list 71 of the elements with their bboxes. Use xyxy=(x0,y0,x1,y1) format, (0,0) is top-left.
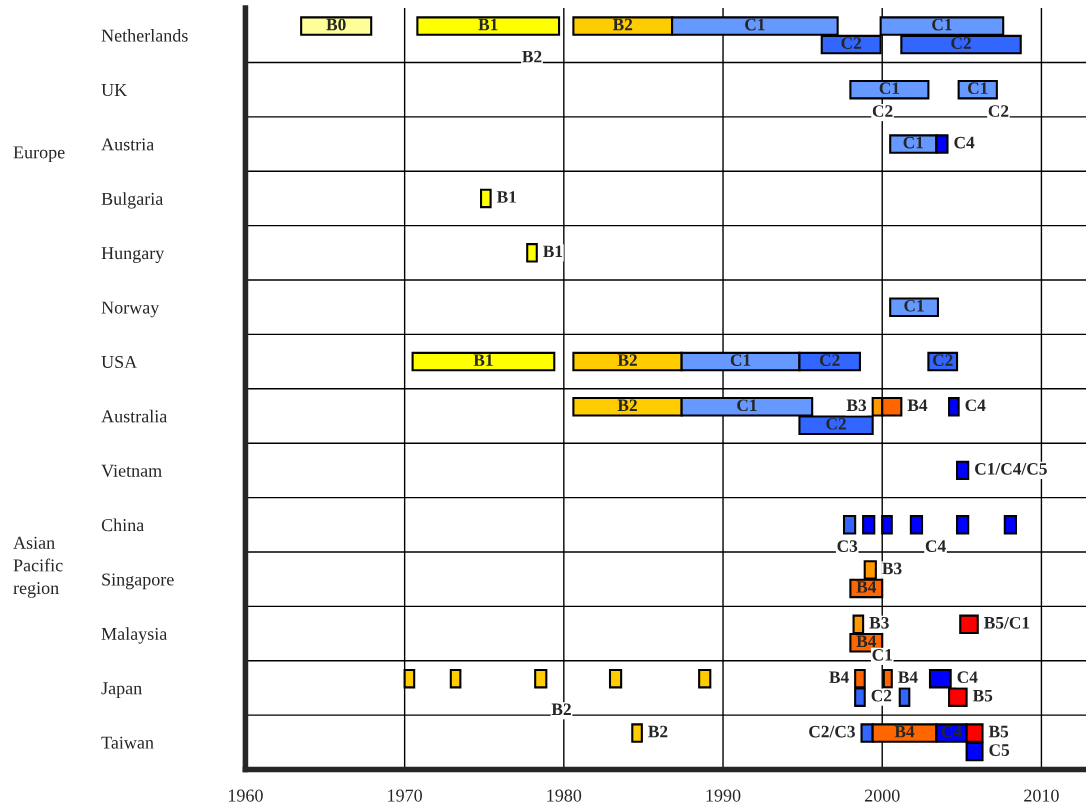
data-label: B4 xyxy=(898,671,918,683)
text: Asian Pacific region xyxy=(13,536,63,598)
y-tick-label: Taiwan xyxy=(101,736,154,749)
data-label: B1 xyxy=(478,18,498,31)
data-label: B2 xyxy=(612,18,633,31)
data-label: B3 xyxy=(846,399,867,412)
data-label: B4 xyxy=(894,725,915,738)
data-label: C5 xyxy=(989,744,1010,756)
text: Europe xyxy=(13,146,65,163)
annotation: C3 xyxy=(837,540,858,552)
data-label: B0 xyxy=(326,18,346,31)
y-tick-label: USA xyxy=(101,355,138,369)
y-tick-label: Malaysia xyxy=(101,627,168,644)
y-tick-label: Bulgaria xyxy=(101,192,164,209)
y-tick-label: China xyxy=(101,518,144,532)
annotation: B2 xyxy=(522,50,542,63)
data-label: C2 xyxy=(819,354,840,366)
data-label: B4 xyxy=(856,635,877,648)
data-label: C1 xyxy=(903,136,923,149)
y-tick-label: Netherlands xyxy=(101,29,188,42)
x-tick-label: 1990 xyxy=(706,789,741,802)
data-label: B3 xyxy=(869,616,889,629)
y-tick-label: Norway xyxy=(101,301,160,318)
data-label: C2 xyxy=(826,417,846,430)
x-tick-label: 1970 xyxy=(388,789,422,802)
y-tick-label: Vietnam xyxy=(101,464,162,477)
data-label: B4 xyxy=(856,581,877,593)
data-label: B1 xyxy=(496,191,516,203)
data-label: C2 xyxy=(932,354,953,366)
data-label: B1 xyxy=(543,245,563,258)
data-label: C2/C3 xyxy=(809,725,855,738)
x-tick-label: 2000 xyxy=(864,789,900,802)
data-label: B5 xyxy=(972,689,993,702)
data-label: C2 xyxy=(871,689,892,702)
annotation: C4 xyxy=(925,540,946,552)
y-tick-label: Singapore xyxy=(102,573,174,590)
annotation: C2 xyxy=(988,105,1009,117)
data-label: B1 xyxy=(473,354,493,366)
y-tick-label: Hungary xyxy=(101,247,165,263)
data-label: B3 xyxy=(882,562,902,575)
data-label: C1/C4/C5 xyxy=(975,463,1047,475)
y-tick-label: Japan xyxy=(101,682,142,699)
data-label: B2 xyxy=(648,725,668,738)
data-label: B4 xyxy=(829,671,849,683)
data-label: C1 xyxy=(745,18,765,31)
data-label: C4 xyxy=(941,725,962,738)
annotation: C1 xyxy=(872,649,892,661)
data-label: C1 xyxy=(730,354,751,366)
x-tick-label: 1980 xyxy=(547,789,582,802)
data-label: C1 xyxy=(737,399,757,412)
y-tick-label: Austria xyxy=(101,138,155,151)
data-label: C2 xyxy=(841,37,862,49)
x-tick-label: 2010 xyxy=(1024,789,1059,802)
data-label: C1 xyxy=(904,299,924,312)
data-label: C2 xyxy=(951,37,971,49)
data-label: C1 xyxy=(879,82,900,95)
data-label: B2 xyxy=(617,399,637,411)
y-tick-label: UK xyxy=(101,84,127,97)
y-tick-label: Australia xyxy=(101,409,168,423)
data-label: C4 xyxy=(957,671,978,684)
data-label: B5/C1 xyxy=(984,616,1030,629)
annotation: C2 xyxy=(872,105,893,117)
data-label: B2 xyxy=(617,354,637,366)
data-label: C1 xyxy=(932,18,952,31)
data-label: B4 xyxy=(907,399,928,411)
data-label: C4 xyxy=(954,136,975,149)
data-label: B5 xyxy=(988,725,1009,738)
data-label: C4 xyxy=(965,399,986,412)
x-tick-label: 1960 xyxy=(228,789,263,802)
annotation: B2 xyxy=(551,703,571,715)
data-label: C1 xyxy=(967,82,988,95)
